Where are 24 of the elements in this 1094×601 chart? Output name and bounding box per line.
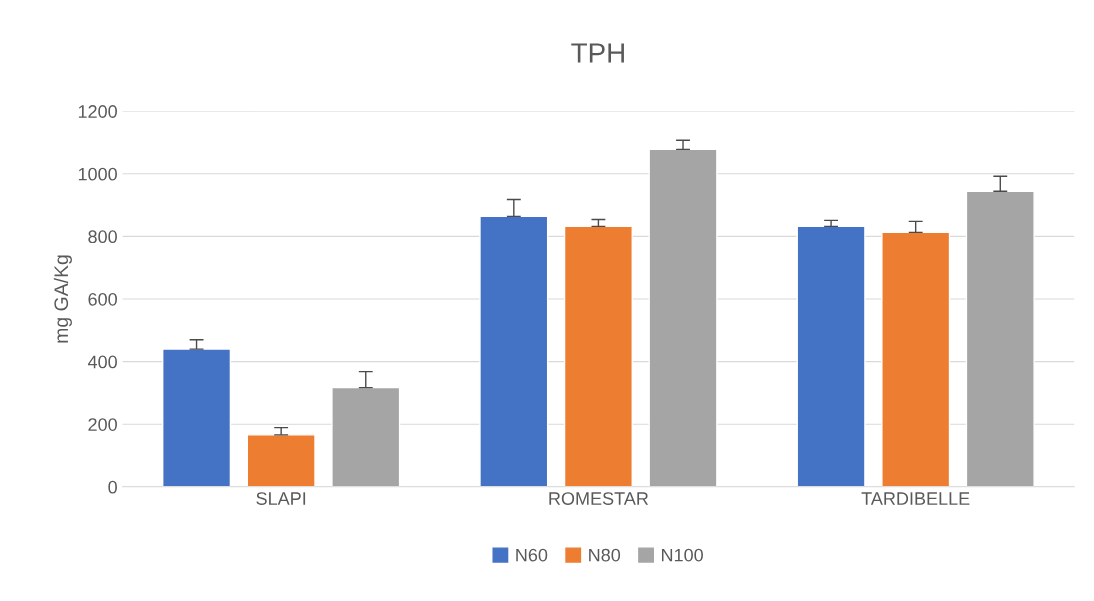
y-tick-label: 600 xyxy=(88,292,117,306)
y-tick-label: 1200 xyxy=(78,105,117,118)
bar xyxy=(479,215,549,487)
legend-label: N80 xyxy=(589,548,621,562)
y-tick-label: 200 xyxy=(88,418,117,431)
bar xyxy=(881,231,951,487)
x-tick-label: TARDIBELLE xyxy=(861,492,970,505)
bar xyxy=(563,225,633,487)
bar xyxy=(796,225,866,487)
legend-label: N100 xyxy=(661,548,703,562)
y-tick-label: 400 xyxy=(87,355,117,369)
bar xyxy=(162,348,232,487)
bar xyxy=(648,148,718,487)
legend-label: N60 xyxy=(516,548,548,562)
y-tick-label: 800 xyxy=(88,230,117,244)
y-tick-label: 0 xyxy=(108,480,117,494)
y-tick-label: 1000 xyxy=(78,167,117,181)
x-tick-label: ROMESTAR xyxy=(549,492,649,505)
bar xyxy=(331,386,401,487)
bar xyxy=(965,190,1035,487)
chart-title: TPH xyxy=(571,43,624,63)
y-axis-title: mg GA/Kg xyxy=(53,255,72,343)
x-tick-label: SLAPI xyxy=(256,492,306,505)
bar xyxy=(246,434,316,487)
